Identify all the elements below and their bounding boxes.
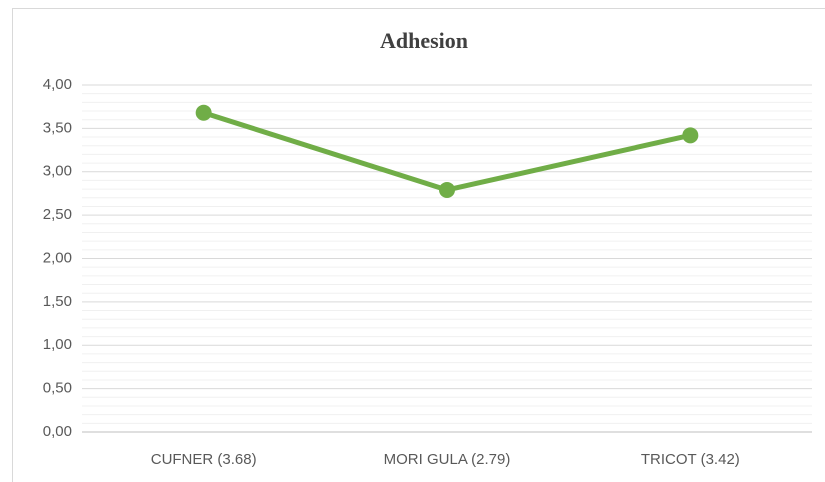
y-tick-label: 4,00 xyxy=(43,76,72,93)
y-tick-label: 3,50 xyxy=(43,119,72,136)
y-tick-label: 2,00 xyxy=(43,249,72,266)
x-tick-label: TRICOT (3.42) xyxy=(641,451,740,468)
y-tick-label: 2,50 xyxy=(43,206,72,223)
chart-border xyxy=(12,8,825,482)
marker xyxy=(195,104,212,121)
marker xyxy=(439,181,455,198)
y-tick-label: 0,00 xyxy=(43,423,72,440)
y-tick-label: 1,50 xyxy=(43,293,72,310)
chart-title: Adhesion xyxy=(380,28,468,53)
y-tick-label: 0,50 xyxy=(43,380,72,397)
x-tick-label: CUFNER (3.68) xyxy=(151,451,257,468)
y-tick-label: 1,00 xyxy=(43,336,72,353)
y-tick-label: 3,00 xyxy=(43,163,72,180)
marker xyxy=(682,127,699,144)
x-tick-label: MORI GULA (2.79) xyxy=(384,451,511,468)
